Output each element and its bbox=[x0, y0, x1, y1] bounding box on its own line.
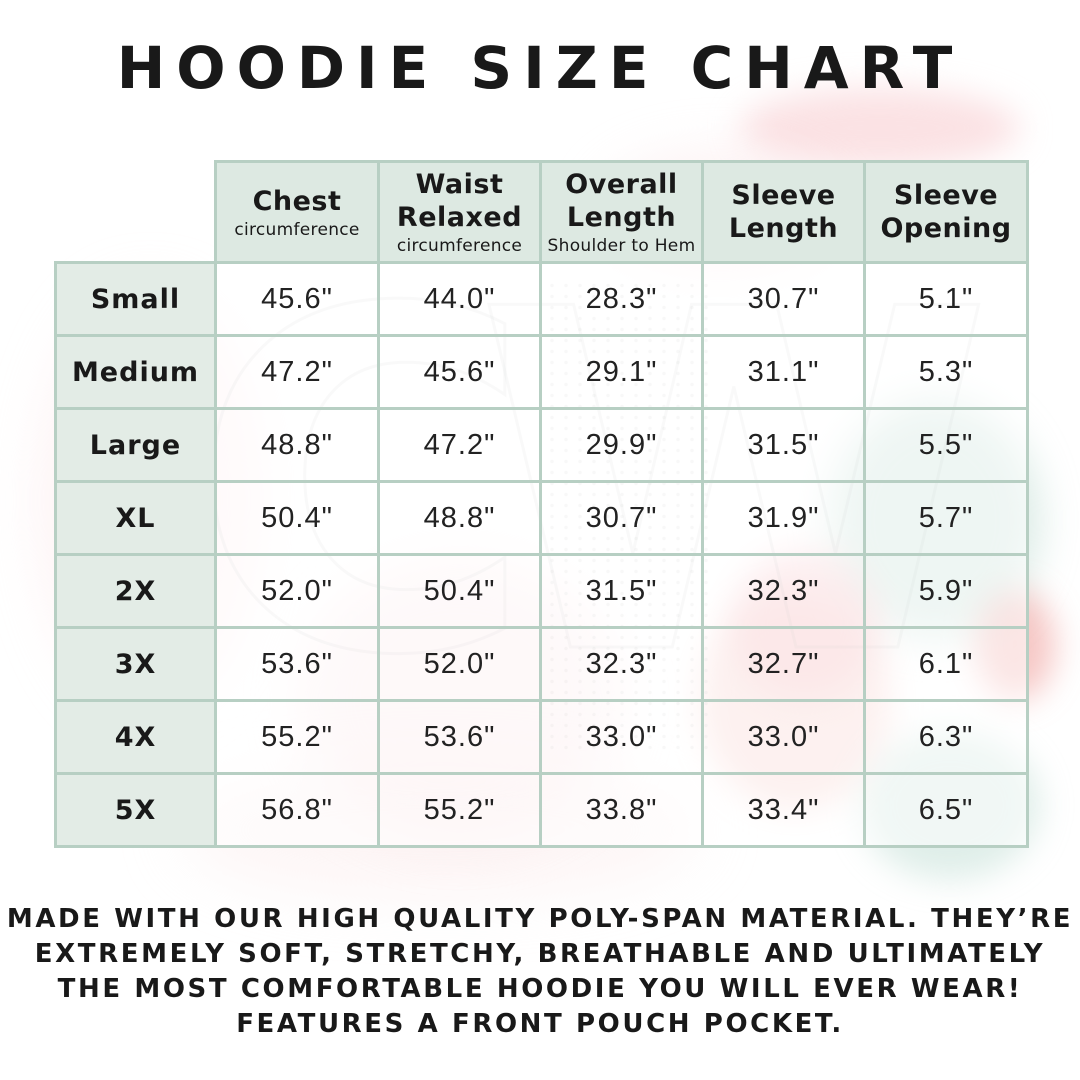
measurement-value-cell: 32.7" bbox=[701, 626, 866, 702]
table-row: 4X 55.2" 53.6" 33.0" 33.0" 6.3" bbox=[54, 699, 1029, 775]
size-label-cell: 2X bbox=[54, 553, 217, 629]
size-label-cell: Small bbox=[54, 261, 217, 337]
column-title: Sleeve Length bbox=[728, 180, 839, 244]
size-label-cell: 3X bbox=[54, 626, 217, 702]
description-line: FEATURES A FRONT POUCH POCKET. bbox=[236, 1009, 844, 1039]
column-subtitle: circumference bbox=[234, 219, 360, 240]
column-subtitle: Shoulder to Hem bbox=[547, 236, 696, 256]
size-chart-table: Chest circumference Waist Relaxed circum… bbox=[54, 160, 1029, 848]
material-description: MADE WITH OUR HIGH QUALITY POLY-SPAN MAT… bbox=[0, 902, 1080, 1042]
measurement-value-cell: 31.9" bbox=[701, 480, 866, 556]
measurement-value-cell: 55.2" bbox=[214, 699, 380, 775]
measurement-value-cell: 50.4" bbox=[214, 480, 380, 556]
column-title: Overall Length bbox=[565, 169, 678, 233]
measurement-value-cell: 5.9" bbox=[863, 553, 1029, 629]
column-title: Waist Relaxed bbox=[396, 169, 523, 233]
description-line: EXTREMELY SOFT, STRETCHY, BREATHABLE AND… bbox=[34, 939, 1046, 969]
corner-cell bbox=[56, 162, 216, 263]
table-row: 2X 52.0" 50.4" 31.5" 32.3" 5.9" bbox=[54, 553, 1029, 629]
measurement-value-cell: 29.9" bbox=[539, 407, 704, 483]
table-row: 3X 53.6" 52.0" 32.3" 32.7" 6.1" bbox=[54, 626, 1029, 702]
column-title: Sleeve Opening bbox=[880, 180, 1012, 244]
measurement-value-cell: 55.2" bbox=[377, 772, 542, 848]
column-header-sleeve-opening: Sleeve Opening bbox=[863, 160, 1029, 264]
measurement-value-cell: 45.6" bbox=[214, 261, 380, 337]
table-row: Medium 47.2" 45.6" 29.1" 31.1" 5.3" bbox=[54, 334, 1029, 410]
description-line: THE MOST COMFORTABLE HOODIE YOU WILL EVE… bbox=[57, 974, 1023, 1004]
measurement-value-cell: 56.8" bbox=[214, 772, 380, 848]
table-row: Large 48.8" 47.2" 29.9" 31.5" 5.5" bbox=[54, 407, 1029, 483]
measurement-value-cell: 30.7" bbox=[701, 261, 866, 337]
measurement-value-cell: 33.0" bbox=[539, 699, 704, 775]
measurement-value-cell: 31.5" bbox=[701, 407, 866, 483]
measurement-value-cell: 33.4" bbox=[701, 772, 866, 848]
table-row: Small 45.6" 44.0" 28.3" 30.7" 5.1" bbox=[54, 261, 1029, 337]
measurement-value-cell: 53.6" bbox=[377, 699, 542, 775]
column-subtitle: circumference bbox=[396, 236, 523, 256]
header-row: Chest circumference Waist Relaxed circum… bbox=[56, 160, 1029, 264]
measurement-value-cell: 31.1" bbox=[701, 334, 866, 410]
measurement-value-cell: 52.0" bbox=[214, 553, 380, 629]
size-label-cell: Large bbox=[54, 407, 217, 483]
measurement-value-cell: 50.4" bbox=[377, 553, 542, 629]
measurement-value-cell: 6.5" bbox=[863, 772, 1029, 848]
column-header-overall-length: Overall Length Shoulder to Hem bbox=[539, 160, 704, 264]
measurement-value-cell: 33.8" bbox=[539, 772, 704, 848]
size-label-cell: XL bbox=[54, 480, 217, 556]
measurement-value-cell: 28.3" bbox=[539, 261, 704, 337]
column-header-chest: Chest circumference bbox=[214, 160, 380, 264]
measurement-value-cell: 48.8" bbox=[377, 480, 542, 556]
measurement-value-cell: 52.0" bbox=[377, 626, 542, 702]
size-label-cell: Medium bbox=[54, 334, 217, 410]
column-header-waist: Waist Relaxed circumference bbox=[377, 160, 542, 264]
measurement-value-cell: 5.7" bbox=[863, 480, 1029, 556]
size-label-cell: 4X bbox=[54, 699, 217, 775]
table-row: XL 50.4" 48.8" 30.7" 31.9" 5.7" bbox=[54, 480, 1029, 556]
measurement-value-cell: 5.1" bbox=[863, 261, 1029, 337]
measurement-value-cell: 53.6" bbox=[214, 626, 380, 702]
measurement-value-cell: 5.5" bbox=[863, 407, 1029, 483]
measurement-value-cell: 29.1" bbox=[539, 334, 704, 410]
measurement-value-cell: 44.0" bbox=[377, 261, 542, 337]
measurement-value-cell: 31.5" bbox=[539, 553, 704, 629]
column-title: Chest bbox=[252, 185, 342, 217]
table-row: 5X 56.8" 55.2" 33.8" 33.4" 6.5" bbox=[54, 772, 1029, 848]
measurement-value-cell: 47.2" bbox=[377, 407, 542, 483]
page-title: HOODIE SIZE CHART bbox=[116, 34, 964, 102]
description-line: MADE WITH OUR HIGH QUALITY POLY-SPAN MAT… bbox=[6, 904, 1074, 934]
measurement-value-cell: 32.3" bbox=[701, 553, 866, 629]
measurement-value-cell: 30.7" bbox=[539, 480, 704, 556]
measurement-value-cell: 48.8" bbox=[214, 407, 380, 483]
column-header-sleeve-length: Sleeve Length bbox=[701, 160, 866, 264]
size-label-cell: 5X bbox=[54, 772, 217, 848]
measurement-value-cell: 6.3" bbox=[863, 699, 1029, 775]
measurement-value-cell: 47.2" bbox=[214, 334, 380, 410]
measurement-value-cell: 32.3" bbox=[539, 626, 704, 702]
measurement-value-cell: 45.6" bbox=[377, 334, 542, 410]
measurement-value-cell: 5.3" bbox=[863, 334, 1029, 410]
measurement-value-cell: 6.1" bbox=[863, 626, 1029, 702]
measurement-value-cell: 33.0" bbox=[701, 699, 866, 775]
